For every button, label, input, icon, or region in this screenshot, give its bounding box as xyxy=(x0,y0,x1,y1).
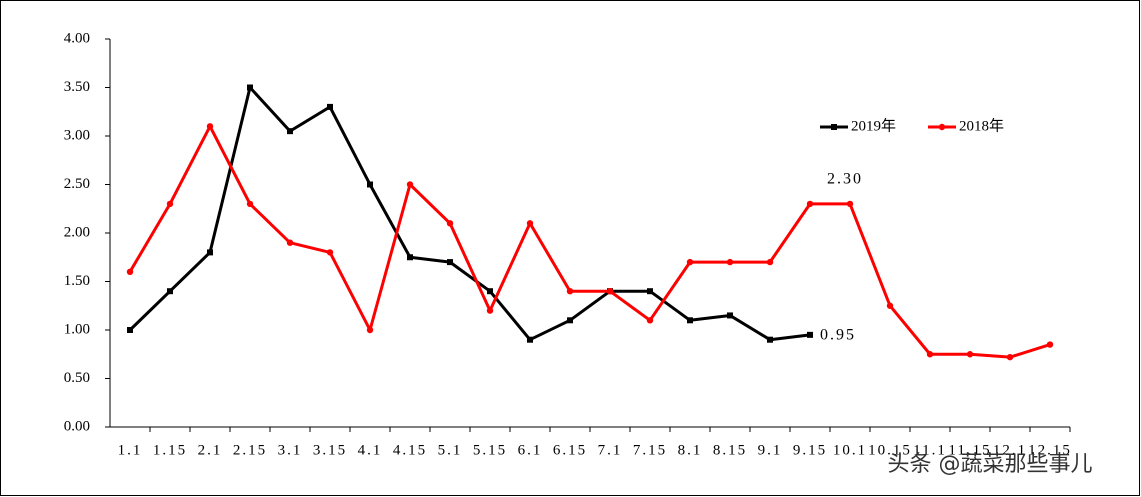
marker xyxy=(647,288,653,295)
legend-label: 2018年 xyxy=(959,117,1004,134)
y-tick-label: 3.00 xyxy=(64,127,90,143)
marker xyxy=(886,302,894,309)
y-tick-label: 4.00 xyxy=(64,30,90,46)
x-tick-label: 8.1 xyxy=(678,442,703,458)
marker xyxy=(646,317,654,324)
y-tick-label: 2.00 xyxy=(64,224,90,240)
marker xyxy=(727,312,733,319)
marker xyxy=(406,181,414,188)
marker xyxy=(486,307,494,314)
marker xyxy=(807,331,813,338)
marker xyxy=(606,288,614,295)
data-label: 2.30 xyxy=(827,171,863,188)
y-tick-label: 3.50 xyxy=(64,79,90,95)
marker xyxy=(567,317,573,324)
marker xyxy=(767,336,773,343)
x-tick-label: 9.15 xyxy=(793,442,827,458)
x-tick-label: 1.15 xyxy=(153,442,187,458)
x-tick-label: 7.15 xyxy=(633,442,667,458)
x-tick-label: 11.1 xyxy=(913,442,947,458)
marker xyxy=(766,258,774,266)
x-tick-label: 4.1 xyxy=(358,442,383,458)
x-tick-label: 5.15 xyxy=(473,442,507,458)
x-tick-label: 12.1 xyxy=(993,442,1027,458)
marker xyxy=(526,220,534,227)
x-tick-label: 11.15 xyxy=(948,442,991,458)
marker xyxy=(167,288,173,295)
marker xyxy=(327,103,333,110)
marker xyxy=(366,326,374,334)
marker xyxy=(286,239,294,246)
marker xyxy=(806,200,814,208)
x-tick-label: 3.1 xyxy=(278,442,303,458)
marker xyxy=(166,200,174,208)
marker xyxy=(926,351,934,358)
watermark: 头条 @蔬菜那些事儿 xyxy=(888,452,1093,477)
x-tick-label: 1.1 xyxy=(118,442,143,458)
y-tick-label: 1.00 xyxy=(64,321,90,337)
x-tick-label: 5.1 xyxy=(438,442,463,458)
marker xyxy=(326,249,334,256)
series-line xyxy=(128,86,811,342)
y-tick-label: 2.50 xyxy=(64,176,90,192)
marker xyxy=(527,336,533,343)
marker xyxy=(1006,353,1014,361)
marker xyxy=(687,317,693,324)
x-tick-label: 6.1 xyxy=(518,442,543,458)
legend-marker xyxy=(831,124,837,130)
x-tick-label: 9.1 xyxy=(758,442,783,458)
x-tick-label: 2.15 xyxy=(233,442,267,458)
marker xyxy=(206,123,214,130)
x-tick-label: 12.15 xyxy=(1028,442,1072,458)
marker xyxy=(287,128,293,135)
data-label: 0.95 xyxy=(820,327,856,344)
marker xyxy=(247,84,253,91)
marker xyxy=(966,351,974,358)
x-tick-label: 10.1 xyxy=(833,442,867,458)
y-tick-label: 1.50 xyxy=(64,273,90,289)
y-tick-label: 0.50 xyxy=(64,370,90,386)
x-tick-label: 2.1 xyxy=(198,442,223,458)
marker xyxy=(246,200,254,208)
marker xyxy=(367,181,373,188)
marker xyxy=(126,268,134,275)
marker xyxy=(1046,341,1054,348)
x-tick-label: 10.15 xyxy=(868,442,912,458)
marker xyxy=(487,288,493,295)
marker xyxy=(447,259,453,266)
x-tick-label: 7.1 xyxy=(598,442,623,458)
marker xyxy=(446,220,454,227)
x-tick-label: 4.15 xyxy=(393,442,427,458)
marker xyxy=(127,327,133,333)
x-tick-label: 6.15 xyxy=(553,442,587,458)
marker xyxy=(846,200,854,208)
marker xyxy=(686,258,694,266)
marker xyxy=(566,288,574,295)
x-tick-label: 8.15 xyxy=(713,442,747,458)
legend-label: 2019年 xyxy=(851,117,896,134)
y-tick-label: 0.00 xyxy=(64,418,90,434)
series-line xyxy=(128,124,1051,359)
x-tick-label: 3.15 xyxy=(313,442,347,458)
marker xyxy=(207,249,213,256)
marker xyxy=(726,258,734,266)
legend-marker xyxy=(938,123,946,131)
marker xyxy=(407,254,413,261)
